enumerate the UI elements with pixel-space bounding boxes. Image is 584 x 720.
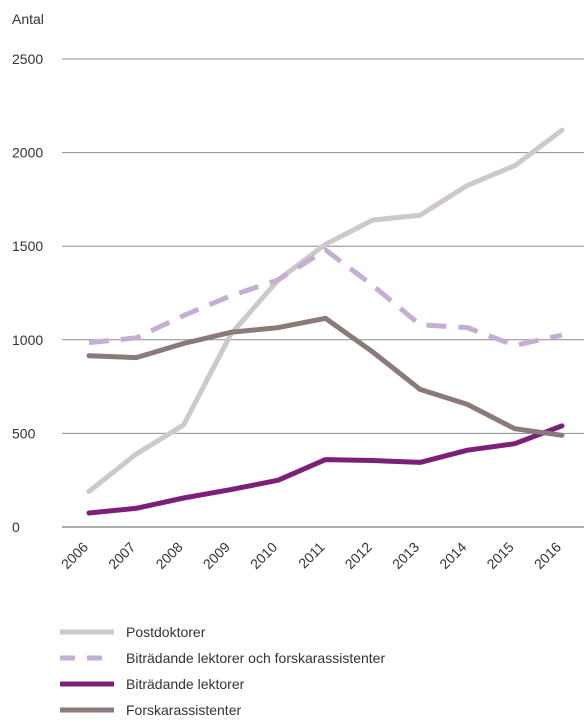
legend-label: Biträdande lektorer och forskarassistent… <box>126 650 385 666</box>
legend-label: Postdoktorer <box>126 624 206 640</box>
x-tick-label: 2015 <box>483 539 516 572</box>
series-line <box>86 423 565 516</box>
series-line <box>86 315 565 438</box>
x-tick-label: 2006 <box>58 539 91 572</box>
y-axis-ticks: 0 500 1000 1500 2000 2500 <box>12 51 43 535</box>
x-axis-ticks: 2006 2007 2008 2009 2010 2011 2012 2013 2014 2015… <box>58 539 564 572</box>
x-tick-label: 2014 <box>436 539 469 572</box>
x-tick-label: 2011 <box>295 539 328 572</box>
legend-label: Forskarassistenter <box>126 702 241 715</box>
series-line <box>86 127 565 494</box>
grid <box>62 58 584 528</box>
x-tick-label: 2007 <box>105 539 138 572</box>
x-tick-label: 2008 <box>152 539 185 572</box>
x-tick-label: 2013 <box>389 539 422 572</box>
y-tick-label: 1500 <box>12 238 43 254</box>
y-tick-label: 0 <box>12 519 20 535</box>
x-tick-label: 2010 <box>247 539 280 572</box>
legend: Postdoktorer Biträdande lektorer och fors… <box>60 624 385 718</box>
y-axis-title: Antal <box>12 11 44 27</box>
y-tick-label: 2000 <box>12 145 43 161</box>
series-line <box>88 247 563 348</box>
x-tick-label: 2016 <box>531 539 564 572</box>
x-tick-label: 2009 <box>200 539 233 572</box>
legend-label: Biträdande lektorer <box>126 676 245 692</box>
y-tick-label: 500 <box>12 425 36 441</box>
y-tick-label: 2500 <box>12 51 43 67</box>
series-lines <box>86 127 565 516</box>
y-tick-label: 1000 <box>12 332 43 348</box>
x-tick-label: 2012 <box>342 539 375 572</box>
